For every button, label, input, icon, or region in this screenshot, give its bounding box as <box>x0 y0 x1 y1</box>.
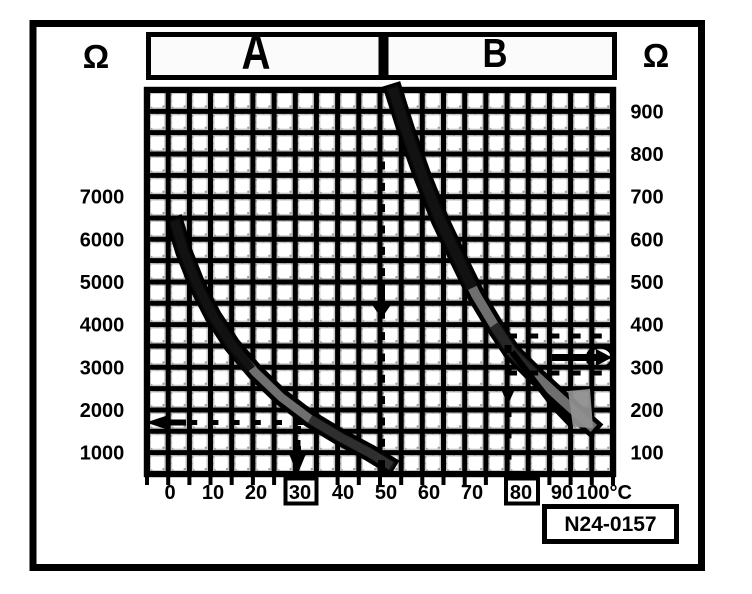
svg-text:Ω: Ω <box>643 37 669 74</box>
svg-text:90: 90 <box>551 482 573 504</box>
svg-text:10: 10 <box>202 482 224 504</box>
svg-text:B: B <box>483 30 508 76</box>
svg-text:20: 20 <box>245 482 267 504</box>
svg-text:30: 30 <box>289 482 311 504</box>
svg-text:800: 800 <box>630 144 663 166</box>
svg-text:100: 100 <box>630 443 663 465</box>
svg-text:1000: 1000 <box>80 443 125 465</box>
svg-text:80: 80 <box>510 482 532 504</box>
svg-text:0: 0 <box>164 482 175 504</box>
svg-text:Ω: Ω <box>83 38 109 75</box>
svg-text:40: 40 <box>332 482 354 504</box>
svg-text:3000: 3000 <box>80 357 125 379</box>
svg-text:60: 60 <box>418 482 440 504</box>
svg-text:2000: 2000 <box>80 400 125 422</box>
svg-text:7000: 7000 <box>80 187 125 209</box>
svg-text:500: 500 <box>630 272 663 294</box>
svg-text:300: 300 <box>630 357 663 379</box>
svg-text:N24-0157: N24-0157 <box>564 513 656 536</box>
svg-text:400: 400 <box>630 315 663 337</box>
svg-text:70: 70 <box>461 482 483 504</box>
svg-text:200: 200 <box>630 400 663 422</box>
svg-text:5000: 5000 <box>80 272 125 294</box>
svg-text:A: A <box>242 24 271 80</box>
svg-text:50: 50 <box>375 482 397 504</box>
svg-text:900: 900 <box>630 101 663 123</box>
svg-text:700: 700 <box>630 187 663 209</box>
svg-text:6000: 6000 <box>80 229 125 251</box>
svg-text:100°C: 100°C <box>576 482 632 504</box>
svg-text:600: 600 <box>630 229 663 251</box>
svg-text:4000: 4000 <box>80 315 125 337</box>
